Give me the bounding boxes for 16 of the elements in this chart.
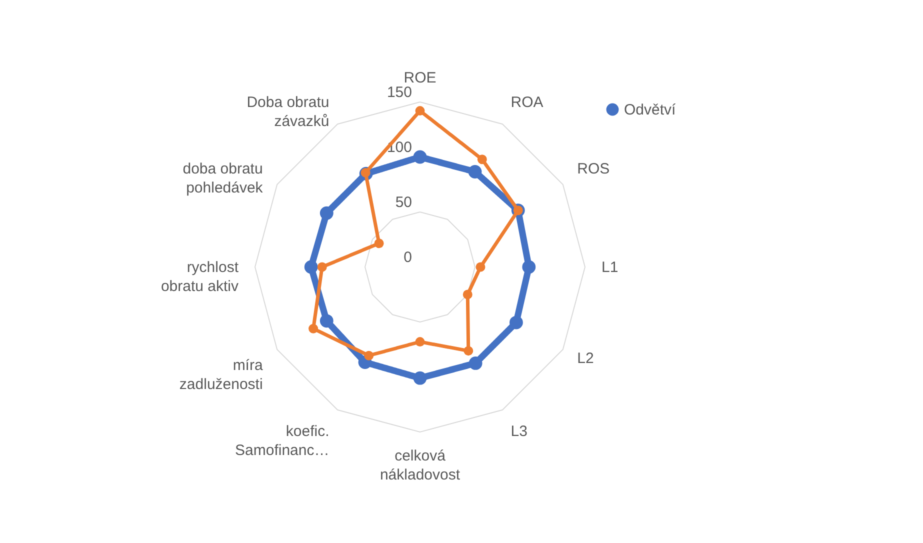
spoke-label: rychlost obratu aktiv (160, 259, 240, 295)
spoke-label: ROS (577, 160, 610, 178)
spoke-label: Doba obratu závazků (246, 94, 330, 130)
spoke-label: ROA (510, 94, 544, 111)
spoke-label: doba obratu pohledávek (182, 160, 264, 196)
spoke-label: míra zadluženosti (179, 356, 264, 393)
spoke-label: L2 (577, 350, 594, 367)
spoke-label: ROE (404, 70, 436, 86)
spoke-label: L3 (510, 423, 528, 440)
y-tick-label: 150 (386, 84, 412, 101)
legend-label: Odvětví (624, 102, 677, 118)
spoke-label: koefic. Samofinanc… (235, 423, 330, 460)
spoke-label: L1 (602, 259, 618, 276)
y-tick-label: 0 (404, 249, 412, 266)
y-tick-label: 50 (395, 194, 412, 211)
spoke-label: celková nákladovost (380, 448, 461, 484)
